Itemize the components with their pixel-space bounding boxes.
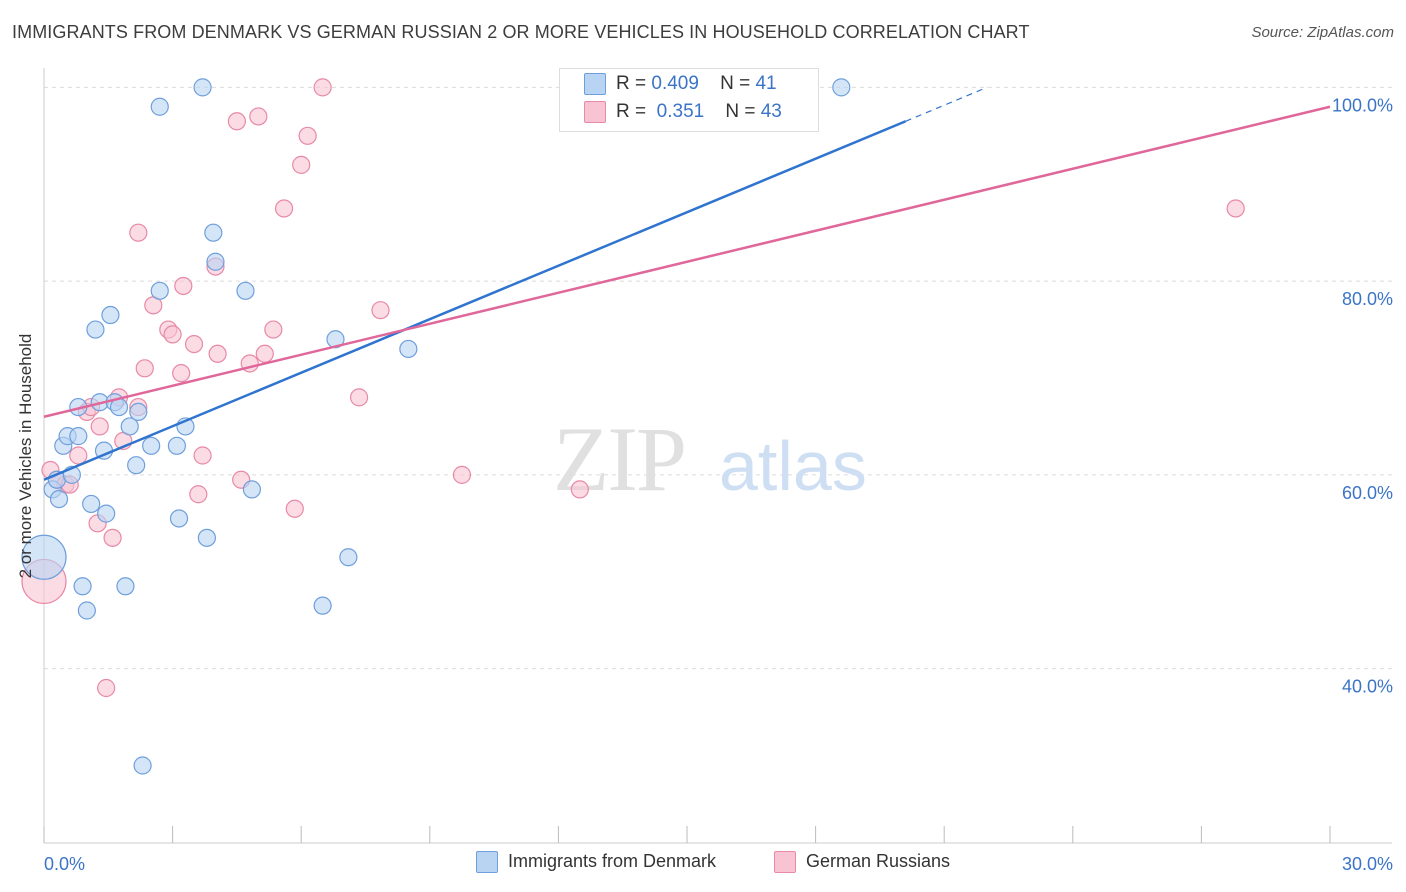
data-point — [150, 281, 169, 300]
data-point — [197, 528, 216, 547]
data-point — [570, 480, 589, 499]
legend-r-label: R = — [616, 73, 647, 95]
data-point — [129, 402, 148, 422]
legend-n-label: N = — [720, 73, 751, 95]
data-point — [133, 756, 152, 775]
data-point — [172, 364, 191, 383]
bottom-legend-pink: German Russians — [774, 851, 951, 874]
data-point — [274, 199, 294, 218]
axes — [43, 68, 1392, 844]
watermark-atlas: atlas — [719, 427, 867, 505]
data-point — [399, 339, 418, 359]
trendline-blue-projection — [905, 86, 988, 122]
data-point — [349, 388, 369, 407]
bottom-legend-blue: Immigrants from Denmark — [476, 851, 717, 874]
legend-swatch-pink — [584, 101, 606, 123]
y-tick-label: 80.0% — [1342, 289, 1393, 309]
y-axis-label: 2 or more Vehicles in Household — [16, 333, 35, 579]
legend-r-label: R = — [616, 101, 647, 123]
data-point — [339, 548, 358, 567]
data-point — [21, 534, 67, 580]
data-point — [97, 504, 116, 523]
data-point — [206, 252, 225, 271]
source-label: Source: ZipAtlas.com — [1251, 24, 1394, 41]
legend-r-value: 0.409 — [651, 73, 699, 95]
data-point — [1226, 199, 1245, 218]
data-point — [264, 320, 283, 339]
grid-lines — [44, 86, 1392, 670]
bottom-legend-label-blue: Immigrants from Denmark — [508, 851, 717, 871]
trendlines — [43, 86, 1331, 481]
data-point — [116, 577, 135, 596]
trendline-blue — [43, 120, 907, 481]
data-point — [82, 494, 101, 514]
series-immigrants-from-denmark — [21, 78, 851, 775]
data-point — [298, 126, 317, 145]
legend-n-label: N = — [725, 101, 756, 123]
watermark: ZIP atlas — [553, 408, 867, 510]
legend-box: R = 0.409 N = 41 R = 0.351 N = 43 — [559, 68, 819, 132]
data-point — [142, 436, 161, 455]
data-point — [101, 305, 120, 325]
tick-labels: 40.0% 60.0% 80.0% 100.0% 0.0% 30.0% — [44, 95, 1393, 874]
bottom-legend-swatch-blue — [476, 851, 498, 874]
data-point — [184, 334, 204, 354]
data-point — [227, 112, 246, 131]
data-point — [90, 417, 109, 436]
chart-title: IMMIGRANTS FROM DENMARK VS GERMAN RUSSIA… — [12, 22, 1030, 42]
legend-r-value: 0.351 — [656, 101, 705, 123]
data-point — [49, 489, 69, 509]
legend-row-blue: R = 0.409 N = 41 — [584, 73, 777, 99]
data-point — [236, 281, 255, 300]
data-point — [313, 78, 332, 97]
data-point — [86, 320, 105, 339]
data-point — [129, 223, 148, 242]
data-point — [249, 107, 268, 126]
data-point — [169, 509, 189, 528]
data-point — [103, 528, 122, 547]
x-tick-label-right: 30.0% — [1342, 854, 1393, 874]
series-german-russians — [21, 78, 1245, 698]
data-point — [167, 436, 186, 455]
data-point — [150, 97, 169, 116]
trendline-pink — [43, 105, 1331, 418]
data-point — [77, 601, 96, 620]
data-point — [73, 577, 92, 596]
bottom-legend-label-pink: German Russians — [806, 851, 951, 871]
y-tick-label: 100.0% — [1332, 95, 1393, 115]
data-point — [69, 427, 88, 446]
data-point — [193, 78, 212, 97]
legend-n-value: 41 — [755, 73, 777, 95]
legend-row-pink: R = 0.351 N = 43 — [584, 101, 782, 127]
data-point — [135, 359, 154, 378]
y-tick-label: 60.0% — [1342, 483, 1393, 503]
data-point — [371, 301, 390, 320]
bottom-legend-swatch-pink — [774, 851, 796, 874]
data-point — [189, 485, 208, 504]
data-point — [69, 446, 88, 465]
data-point — [242, 480, 262, 499]
data-point — [193, 446, 212, 465]
data-point — [163, 325, 182, 344]
data-point — [208, 344, 227, 363]
legend-swatch-blue — [584, 73, 606, 95]
data-point — [97, 678, 116, 698]
data-point — [313, 596, 332, 615]
data-point — [832, 78, 851, 97]
data-point — [127, 456, 146, 475]
data-point — [452, 465, 472, 484]
x-tick-label-left: 0.0% — [44, 854, 85, 874]
data-point — [174, 276, 193, 296]
data-point — [120, 417, 139, 436]
y-tick-label: 40.0% — [1342, 677, 1393, 697]
legend-n-value: 43 — [760, 101, 782, 123]
data-point — [204, 223, 223, 242]
data-point — [292, 155, 311, 174]
data-point — [285, 499, 304, 518]
data-point — [255, 344, 274, 363]
